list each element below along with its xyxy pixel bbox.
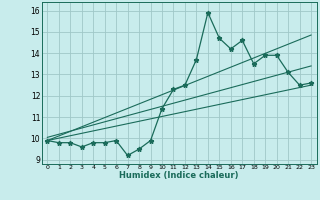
X-axis label: Humidex (Indice chaleur): Humidex (Indice chaleur) xyxy=(119,171,239,180)
